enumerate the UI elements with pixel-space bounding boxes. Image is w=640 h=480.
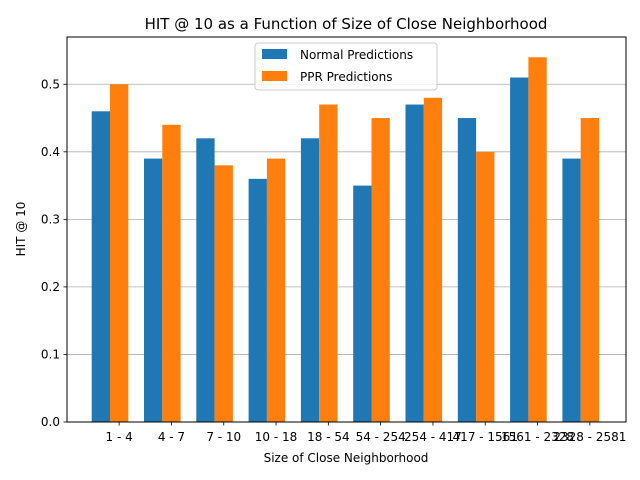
x-tick-label: 54 - 254 (356, 430, 406, 444)
chart-title: HIT @ 10 as a Function of Size of Close … (145, 15, 548, 33)
bar-normal (405, 104, 424, 423)
x-tick-label: 18 - 54 (307, 430, 350, 444)
legend-box (254, 42, 438, 91)
bar-ppr (319, 104, 338, 423)
x-axis-ticks: 1 - 4 4 - 7 7 - 10 10 - 18 18 - 54 54 - 25425… (106, 422, 626, 444)
bar-normal (91, 111, 110, 422)
bar-normal (457, 118, 477, 422)
y-tick-label: 0.0 (41, 415, 60, 429)
y-axis-label: HIT @ 10 (14, 202, 28, 257)
x-tick-label: 1561 - 2328 (501, 430, 574, 444)
x-axis-label: Size of Close Neighborhood (264, 451, 429, 465)
bar-normal (562, 158, 581, 422)
bar-normal (300, 138, 320, 422)
x-tick-label: 417 - 1561 (453, 430, 518, 444)
y-tick-label: 0.4 (41, 145, 60, 159)
legend-label-normal: Normal Predictions (300, 48, 413, 62)
bar-ppr (371, 118, 390, 422)
bar-normal (196, 138, 215, 422)
bar-ppr (214, 165, 233, 423)
bar-ppr (528, 57, 547, 423)
x-tick-label: 2328 - 2581 (553, 430, 626, 444)
bar-ppr (580, 118, 599, 422)
x-tick-label: 10 - 18 (255, 430, 298, 444)
plot-frame (66, 36, 627, 423)
x-tick-label: 1 - 4 (106, 430, 133, 444)
bar-ppr (266, 158, 286, 422)
y-tick-label: 0.2 (41, 280, 60, 294)
bar-ppr (162, 124, 181, 423)
legend-label-ppr: PPR Predictions (300, 70, 393, 84)
bar-normal (510, 77, 529, 423)
legend-swatch-ppr (262, 71, 287, 81)
y-tick-label: 0.5 (41, 77, 60, 91)
y-axis-ticks: 0.0 0.1 0.2 0.3 0.4 0.5 (41, 77, 67, 429)
legend: Normal Predictions PPR Predictions (254, 42, 438, 91)
bar-normal (248, 178, 267, 422)
bar-ppr (110, 84, 129, 422)
bar-normal (144, 158, 163, 422)
y-tick-label: 0.3 (41, 212, 60, 226)
bar-ppr (476, 151, 495, 422)
x-tick-label: 4 - 7 (158, 430, 185, 444)
bar-normal (353, 185, 372, 422)
legend-swatch-normal (262, 49, 287, 59)
x-tick-label: 7 - 10 (206, 430, 241, 444)
bars (91, 57, 599, 423)
y-tick-label: 0.1 (41, 347, 60, 361)
bar-ppr (423, 97, 443, 422)
x-tick-label: 254 - 417 (404, 430, 462, 444)
